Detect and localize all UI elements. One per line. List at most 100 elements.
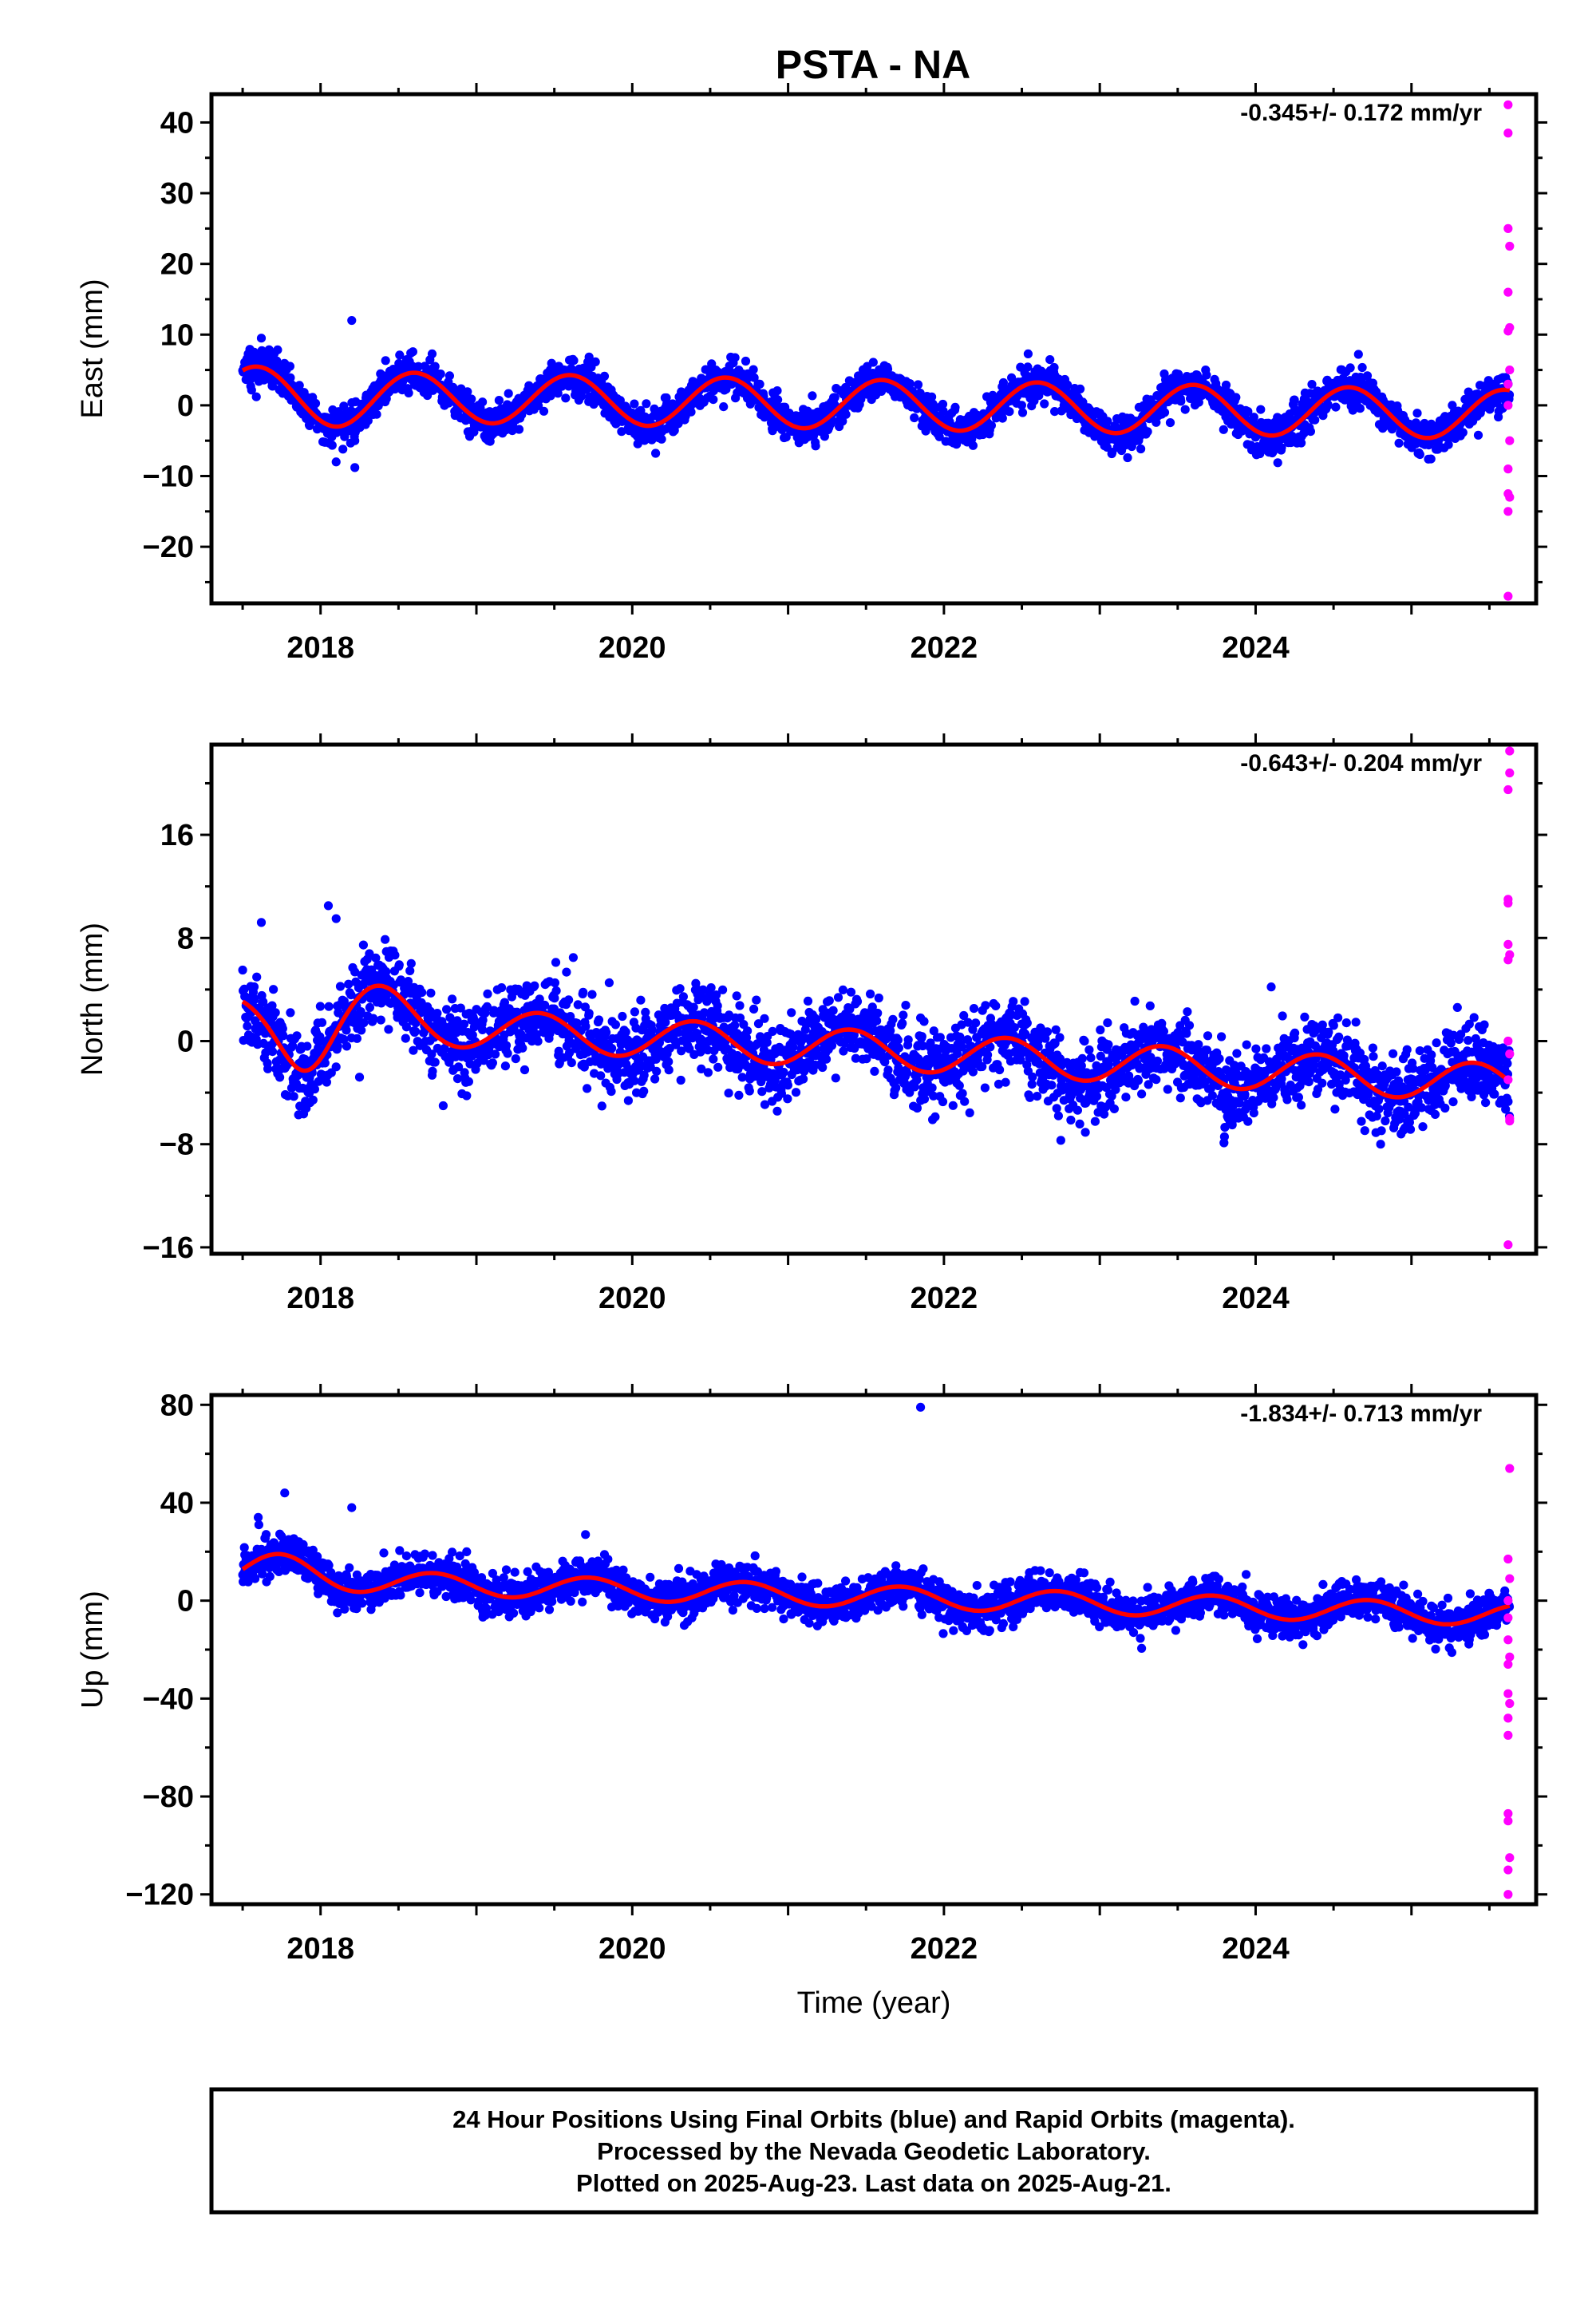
- final-orbit-point: [1109, 1104, 1119, 1113]
- final-orbit-point: [616, 1040, 626, 1049]
- final-orbit-point: [339, 996, 349, 1006]
- final-orbit-point: [968, 441, 978, 450]
- final-orbit-point: [969, 1004, 979, 1014]
- x-tick-label: 2020: [598, 631, 666, 665]
- final-orbit-point: [302, 1041, 312, 1051]
- y-tick-label: 20: [160, 248, 194, 282]
- final-orbit-point: [874, 993, 883, 1003]
- rapid-orbit-point: [1503, 223, 1513, 233]
- final-orbit-point: [998, 413, 1007, 423]
- final-orbit-point: [732, 991, 741, 1001]
- final-orbit-point: [1066, 1115, 1076, 1125]
- final-orbit-point: [1022, 1018, 1032, 1028]
- final-orbit-point: [433, 1009, 442, 1018]
- final-orbit-point: [512, 1007, 522, 1017]
- final-orbit-point: [1096, 1051, 1105, 1061]
- final-orbit-point: [706, 983, 716, 993]
- final-orbit-point: [898, 1018, 907, 1028]
- final-orbit-point: [482, 1002, 492, 1011]
- final-orbit-point: [995, 1065, 1005, 1075]
- final-orbit-point: [251, 392, 261, 401]
- final-orbit-point: [760, 1014, 769, 1023]
- final-orbit-point: [1176, 397, 1186, 406]
- final-orbit-point: [1464, 387, 1473, 397]
- final-orbit-point: [630, 1007, 640, 1017]
- final-orbit-point: [500, 998, 510, 1007]
- final-orbit-point: [623, 1096, 634, 1105]
- final-orbit-point: [327, 441, 337, 450]
- final-orbit-point: [504, 389, 513, 398]
- final-orbit-point: [577, 391, 587, 401]
- final-orbit-point: [352, 1034, 361, 1043]
- final-orbit-point: [1073, 1105, 1082, 1115]
- final-orbit-point: [401, 1022, 411, 1032]
- final-orbit-point: [883, 365, 893, 374]
- final-orbit-outlier: [331, 457, 341, 467]
- final-orbit-point: [718, 985, 728, 994]
- final-orbit-point: [910, 1082, 919, 1092]
- final-orbit-point: [394, 960, 404, 970]
- final-orbit-point: [1159, 408, 1170, 417]
- final-orbit-point: [408, 347, 417, 357]
- final-orbit-point: [359, 1018, 369, 1028]
- final-orbit-point: [980, 1083, 990, 1093]
- rapid-orbit-point: [1503, 287, 1513, 297]
- final-orbit-point: [1473, 430, 1483, 440]
- rapid-orbit-point: [1503, 128, 1513, 138]
- final-orbit-point: [469, 427, 479, 437]
- final-orbit-point: [709, 1054, 718, 1064]
- final-orbit-point: [938, 1097, 948, 1107]
- final-orbit-point: [968, 1067, 978, 1077]
- final-orbit-point: [912, 1103, 922, 1113]
- final-orbit-point: [1080, 1037, 1089, 1046]
- final-orbit-point: [811, 441, 820, 451]
- final-orbit-point: [1243, 406, 1253, 417]
- final-orbit-point: [753, 1019, 764, 1029]
- final-orbit-point: [664, 1057, 674, 1066]
- final-orbit-point: [978, 1061, 987, 1072]
- final-orbit-point: [324, 1002, 334, 1011]
- final-orbit-point: [238, 965, 247, 975]
- final-orbit-point: [1504, 390, 1515, 400]
- final-orbit-point: [872, 1016, 882, 1026]
- final-orbit-point: [257, 346, 267, 355]
- final-orbit-point: [917, 1032, 926, 1041]
- final-orbit-point: [452, 1074, 463, 1084]
- final-orbit-point: [478, 1025, 488, 1034]
- final-orbit-point: [664, 1065, 674, 1075]
- x-tick-label: 2022: [911, 631, 978, 665]
- final-orbit-point: [288, 1041, 298, 1051]
- final-orbit-point: [269, 985, 279, 994]
- final-orbit-point: [550, 978, 560, 988]
- x-tick-label: 2018: [286, 631, 354, 665]
- final-orbit-point: [953, 1049, 962, 1058]
- final-orbit-point: [773, 395, 783, 405]
- final-orbit-point: [581, 1022, 591, 1031]
- final-orbit-point: [686, 407, 696, 417]
- final-orbit-point: [478, 1015, 488, 1025]
- final-orbit-point: [456, 1003, 465, 1013]
- final-orbit-point: [954, 1081, 964, 1090]
- final-orbit-point: [478, 397, 488, 407]
- final-orbit-point: [1310, 415, 1320, 425]
- final-orbit-point: [852, 997, 863, 1006]
- final-orbit-point: [554, 1046, 563, 1056]
- final-orbit-point: [697, 1064, 706, 1073]
- final-orbit-point: [636, 995, 646, 1005]
- final-orbit-point: [395, 350, 405, 360]
- final-orbit-point: [1104, 1040, 1113, 1049]
- final-orbit-point: [1009, 997, 1018, 1006]
- final-orbit-point: [599, 371, 610, 381]
- final-orbit-point: [363, 416, 373, 425]
- final-orbit-point: [1121, 1093, 1131, 1102]
- final-orbit-point: [1256, 405, 1266, 414]
- final-orbit-point: [610, 1020, 621, 1030]
- final-orbit-point: [1049, 1070, 1058, 1080]
- final-orbit-point: [938, 399, 948, 409]
- final-orbit-point: [584, 1009, 594, 1018]
- rapid-orbit-point: [1503, 507, 1513, 516]
- final-orbit-point: [824, 996, 834, 1006]
- final-orbit-point: [838, 985, 847, 994]
- final-orbit-point: [910, 413, 919, 423]
